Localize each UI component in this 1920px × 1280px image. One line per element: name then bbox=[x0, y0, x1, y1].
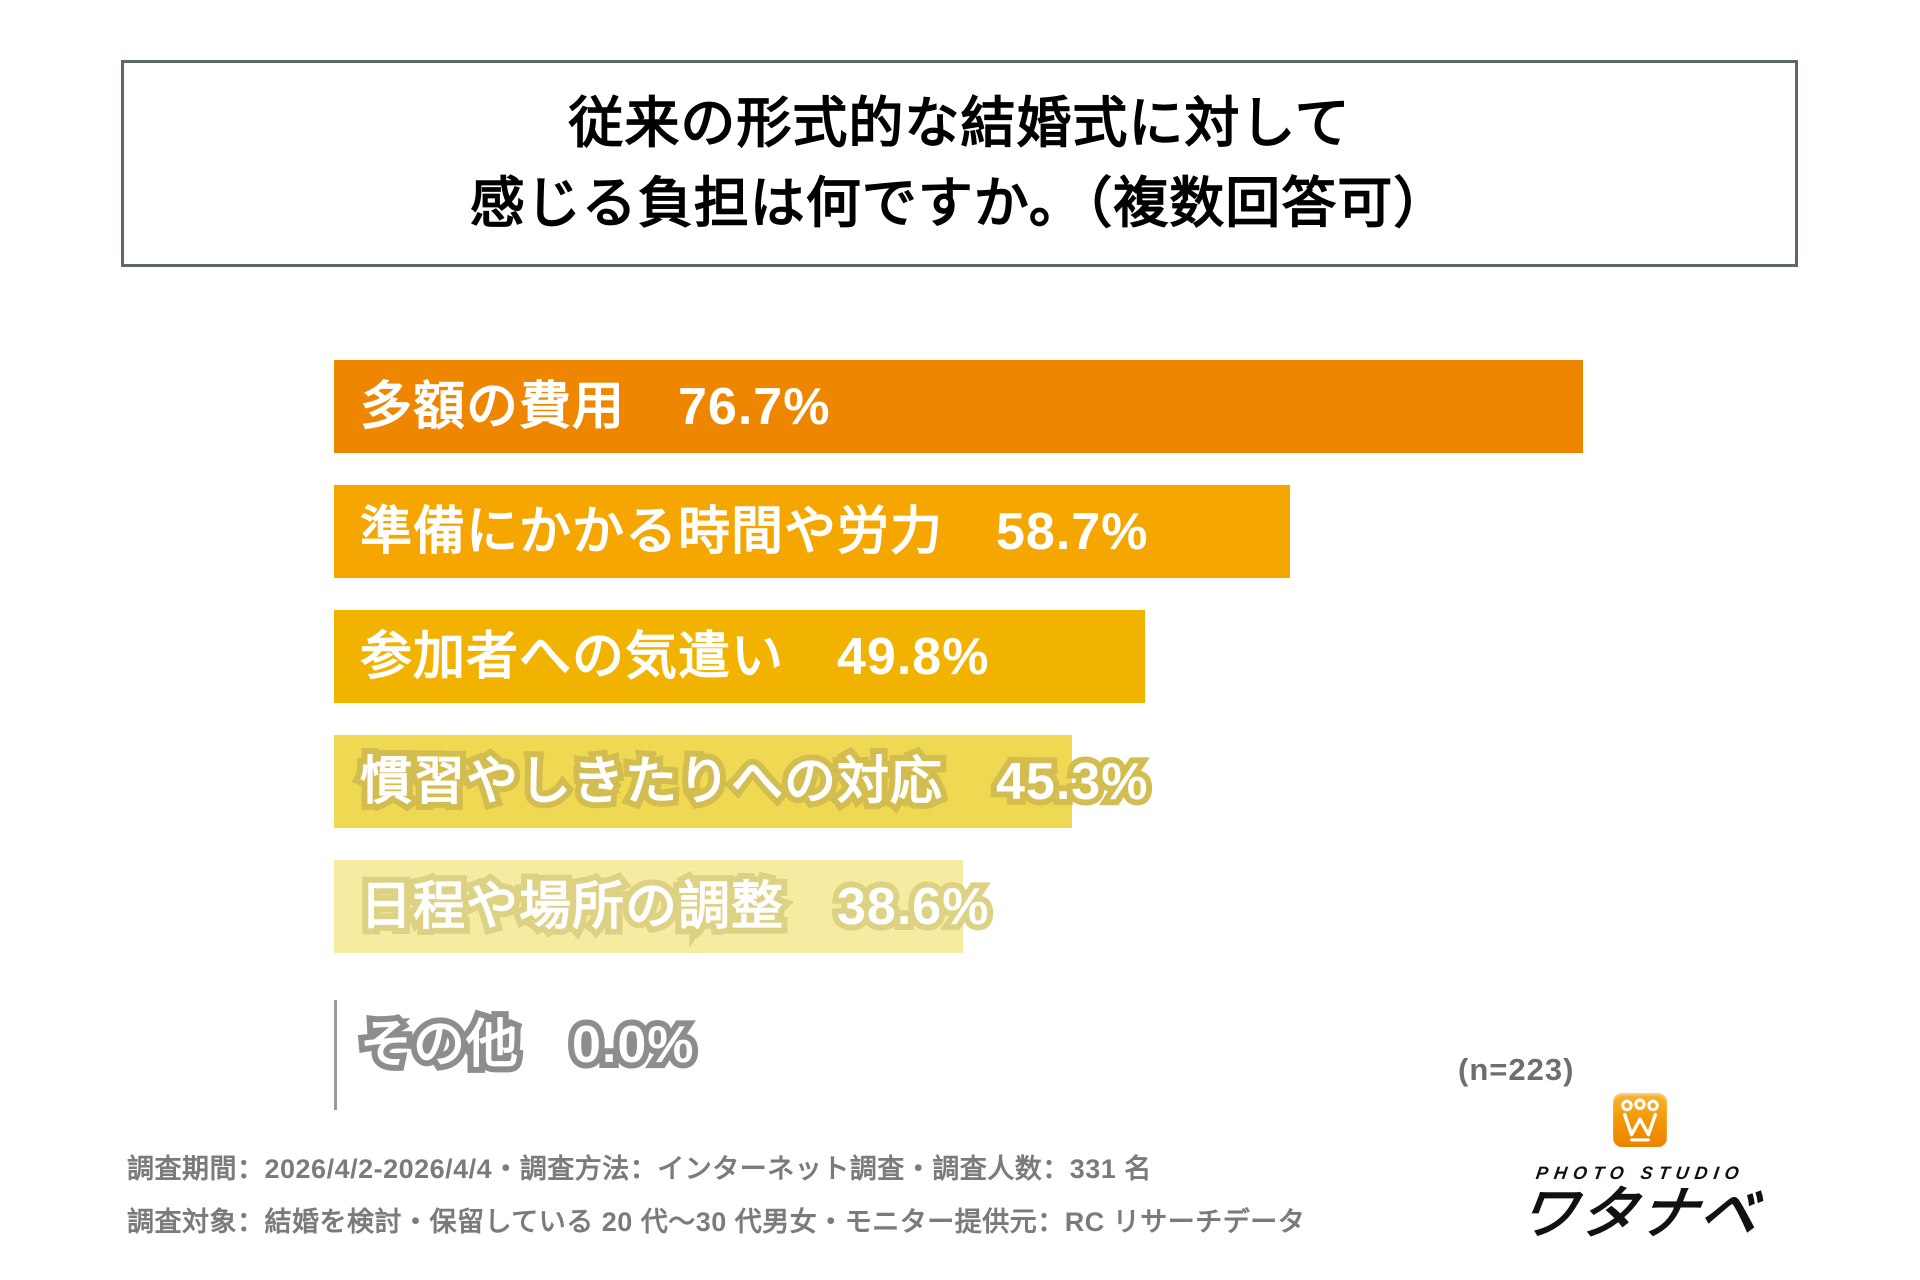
bar: 多額の費用 76.7% bbox=[334, 360, 1584, 453]
sample-size-note: (n=223) bbox=[1458, 1052, 1575, 1087]
crown-w-icon bbox=[1613, 1093, 1667, 1147]
bar: 慣習やしきたりへの対応 45.3% 慣習やしきたりへの対応 45.3% bbox=[334, 735, 1153, 828]
bar: 日程や場所の調整 38.6% 日程や場所の調整 38.6% bbox=[334, 860, 994, 953]
bar-row: 参加者への気遣い 49.8% bbox=[334, 610, 1834, 703]
bar-chart: 多額の費用 76.7% 準備にかかる時間や労力 58.7% 参加者への気遣い 49.… bbox=[334, 360, 1834, 1142]
survey-period-line: 調査期間：2026/4/2-2026/4/4・調査方法：インターネット調査・調査… bbox=[127, 1154, 1152, 1184]
survey-target-line: 調査対象：結婚を検討・保留している 20 代～30 代男女・モニター提供元：RC… bbox=[127, 1206, 1306, 1237]
brand-top-label: PHOTO STUDIO bbox=[1534, 1163, 1746, 1183]
title-box: 従来の形式的な結婚式に対して 感じる負担は何ですか。（複数回答可） bbox=[121, 60, 1798, 267]
bar-row: 準備にかかる時間や労力 58.7% bbox=[334, 485, 1834, 578]
bar-label: 慣習やしきたりへの対応 45.3% 慣習やしきたりへの対応 45.3% bbox=[354, 750, 1153, 814]
bar-row: 多額の費用 76.7% bbox=[334, 360, 1834, 453]
bar-label: その他 0.0% その他 0.0% bbox=[354, 1013, 700, 1077]
axis-baseline bbox=[334, 1000, 337, 1110]
bar: 参加者への気遣い 49.8% bbox=[334, 610, 1146, 703]
logo: PHOTO STUDIO ワタナベ bbox=[1470, 1093, 1810, 1246]
bar-label: 準備にかかる時間や労力 58.7% bbox=[360, 502, 1149, 561]
bar-label: 参加者への気遣い 49.8% bbox=[360, 627, 990, 686]
bar-label: 日程や場所の調整 38.6% 日程や場所の調整 38.6% bbox=[354, 875, 994, 939]
bar-label: 多額の費用 76.7% bbox=[360, 377, 831, 436]
bar-row: 日程や場所の調整 38.6% 日程や場所の調整 38.6% bbox=[334, 860, 1834, 953]
bar-row: その他 0.0% その他 0.0% bbox=[334, 985, 1834, 1110]
bar-row: 慣習やしきたりへの対応 45.3% 慣習やしきたりへの対応 45.3% bbox=[334, 735, 1834, 828]
chart-title-line2: 感じる負担は何ですか。（複数回答可） bbox=[469, 171, 1450, 234]
chart-title-line1: 従来の形式的な結婚式に対して bbox=[568, 91, 1351, 154]
brand-name-label: ワタナベ bbox=[1515, 1182, 1765, 1246]
bar: 準備にかかる時間や労力 58.7% bbox=[334, 485, 1291, 578]
footer-note: 調査期間：2026/4/2-2026/4/4・調査方法：インターネット調査・調査… bbox=[127, 1143, 1305, 1248]
